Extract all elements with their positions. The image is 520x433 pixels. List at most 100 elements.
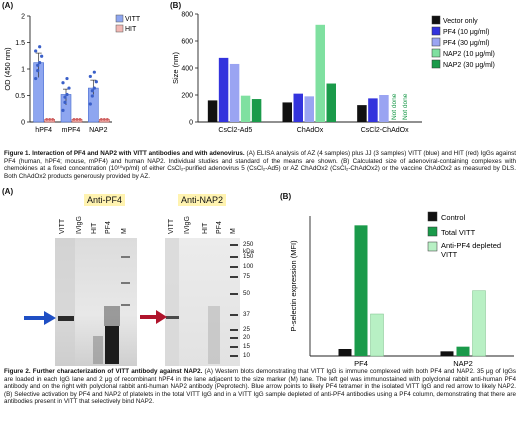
data-point	[63, 95, 67, 99]
bar-series-2-chadox	[304, 96, 314, 122]
figure1-caption: Figure 1. Interaction of PF4 and NAP2 wi…	[4, 150, 516, 180]
data-point	[65, 76, 69, 81]
bar-series-1-cscl2-chadox	[368, 98, 378, 122]
data-point	[90, 89, 94, 93]
fig2-panel-b: (B) P-selectin expression (MFI) PF4 NAP2 Co…	[268, 186, 520, 368]
y-axis-label: Size (nm)	[171, 51, 180, 84]
marker-250: 250 kDa	[243, 241, 255, 255]
data-point	[88, 102, 92, 106]
marker-37: 37	[243, 311, 250, 318]
bar-series-3-cscl2-ad5	[240, 95, 251, 122]
dls-size-chart: 0 200 400 600 800 Size (nm) CsCl2-Ad5 ChAdOx Not…	[171, 12, 495, 135]
figure2-caption-title: Figure 2. Further characterization of VI…	[4, 368, 203, 375]
data-point	[92, 70, 96, 74]
marker-100: 100	[243, 263, 254, 270]
marker-10: 10	[243, 352, 250, 359]
data-point	[67, 86, 71, 90]
bar-control-nap2	[440, 351, 454, 356]
data-point	[34, 49, 38, 53]
not-done-label: Not done	[391, 93, 398, 120]
y-axis-label: OD (450 nm)	[3, 47, 12, 91]
legend-swatch	[427, 211, 438, 222]
data-point	[45, 117, 49, 121]
y-tick-label: 0	[21, 120, 25, 127]
marker-15: 15	[243, 343, 250, 350]
data-point	[75, 117, 79, 121]
data-point	[38, 45, 42, 49]
legend-label: VITT	[125, 16, 141, 23]
bar-series-4-chadox	[326, 83, 336, 122]
fig1-panel-a: (A) 0 0.5 1 1.5 2 OD (450 nm) hPF4 mPF4 NAP2 VITT…	[0, 0, 168, 150]
panel-a-label: (A)	[2, 187, 14, 196]
bar-total-vitt-pf4	[354, 225, 368, 356]
data-point	[34, 76, 38, 81]
legend-swatch	[431, 15, 441, 25]
marker-ladder	[230, 244, 238, 357]
y-tick-label: 400	[181, 66, 193, 73]
x-tick-label: NAP2	[453, 359, 473, 368]
y-tick-label: 0	[189, 120, 193, 127]
marker-25: 25	[243, 326, 250, 333]
bar-series-0-chadox	[282, 102, 292, 122]
data-point	[38, 61, 42, 65]
legend-label: Anti-PF4 depleted VITT	[441, 241, 501, 259]
marker-20: 20	[243, 334, 250, 341]
legend-swatch	[427, 241, 438, 252]
bar-total-vitt-nap2	[456, 346, 470, 356]
data-point	[36, 68, 40, 73]
hit-smear	[93, 336, 103, 364]
bar-series-4-cscl2-ad5	[251, 99, 262, 122]
bar-series-1-chadox	[293, 93, 303, 122]
data-point	[61, 81, 65, 85]
data-point	[88, 74, 92, 79]
legend-label: PF4 (10 μg/ml)	[443, 29, 489, 36]
data-point	[63, 100, 67, 104]
bar-series-1-cscl2-ad5	[218, 57, 229, 122]
data-point	[48, 117, 52, 121]
data-point	[36, 63, 40, 67]
data-point	[78, 117, 82, 121]
legend-label: PF4 (30 μg/ml)	[443, 40, 489, 47]
bar-anti-pf4-depleted-vitt-pf4	[370, 313, 384, 357]
data-point	[92, 86, 96, 90]
panel-b-label: (B)	[280, 192, 292, 201]
bar-series-3-chadox	[315, 24, 325, 122]
y-tick-label: 1	[21, 67, 25, 74]
x-tick-label: CsCl2-ChAdOx	[361, 127, 409, 134]
figure1-caption-body: (A) ELISA analysis of AZ (4 samples) plu…	[4, 150, 516, 180]
bar-anti-pf4-depleted-vitt-nap2	[472, 290, 486, 357]
figure1-caption-title: Figure 1. Interaction of PF4 and NAP2 wi…	[4, 150, 245, 157]
data-point	[61, 108, 65, 112]
x-tick-label: NAP2	[89, 127, 107, 134]
not-done-label: Not done	[402, 93, 409, 120]
marker-150: 150	[243, 253, 254, 260]
pf4-recombinant-band	[105, 326, 119, 364]
marker-75: 75	[243, 273, 250, 280]
bar-series-0-cscl2-ad5	[207, 100, 218, 122]
red-arrow-icon	[140, 310, 167, 324]
legend-label: NAP2 (10 μg/ml)	[443, 51, 495, 58]
y-tick-label: 200	[181, 93, 193, 100]
data-point	[51, 117, 55, 121]
bar-control-pf4	[338, 349, 352, 356]
panel-a-label: (A)	[2, 1, 14, 10]
bar-series-2-cscl2-ad5	[229, 63, 240, 122]
legend-swatch	[431, 48, 441, 58]
y-tick-label: 1.5	[15, 40, 25, 47]
panel-b-label: (B)	[170, 1, 182, 10]
vitt-band-nap2	[166, 316, 179, 319]
figure2-caption-body: (A) Western blots demonstrating that VIT…	[4, 368, 517, 406]
x-tick-label: PF4	[354, 359, 368, 368]
legend-swatch	[427, 226, 438, 237]
legend-swatch	[431, 26, 441, 36]
elisa-chart: 0 0.5 1 1.5 2 OD (450 nm) hPF4 mPF4 NAP2 VITT HIT	[3, 14, 141, 135]
legend-label: Control	[441, 213, 466, 222]
anti-pf4-title: Anti-PF4	[84, 194, 126, 206]
legend-label: Total VITT	[441, 228, 476, 237]
western-blot-images	[24, 238, 240, 366]
x-tick-label: CsCl2-Ad5	[218, 127, 252, 134]
data-point	[105, 117, 109, 121]
data-point	[90, 94, 94, 98]
x-tick-label: hPF4	[35, 127, 52, 134]
legend-label: HIT	[125, 26, 137, 33]
